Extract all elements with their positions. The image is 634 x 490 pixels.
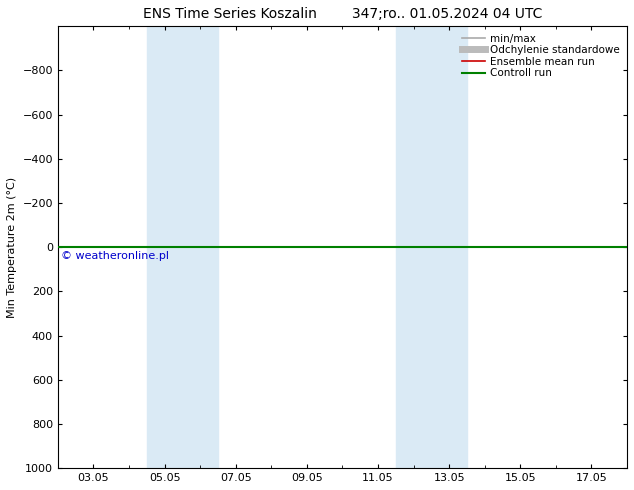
Y-axis label: Min Temperature 2m (°C): Min Temperature 2m (°C) xyxy=(7,177,17,318)
Title: ENS Time Series Koszalin        347;ro.. 01.05.2024 04 UTC: ENS Time Series Koszalin 347;ro.. 01.05.… xyxy=(143,7,542,21)
Bar xyxy=(147,26,218,468)
Text: © weatheronline.pl: © weatheronline.pl xyxy=(61,250,169,261)
Bar xyxy=(396,26,467,468)
Legend: min/max, Odchylenie standardowe, Ensemble mean run, Controll run: min/max, Odchylenie standardowe, Ensembl… xyxy=(460,31,622,80)
